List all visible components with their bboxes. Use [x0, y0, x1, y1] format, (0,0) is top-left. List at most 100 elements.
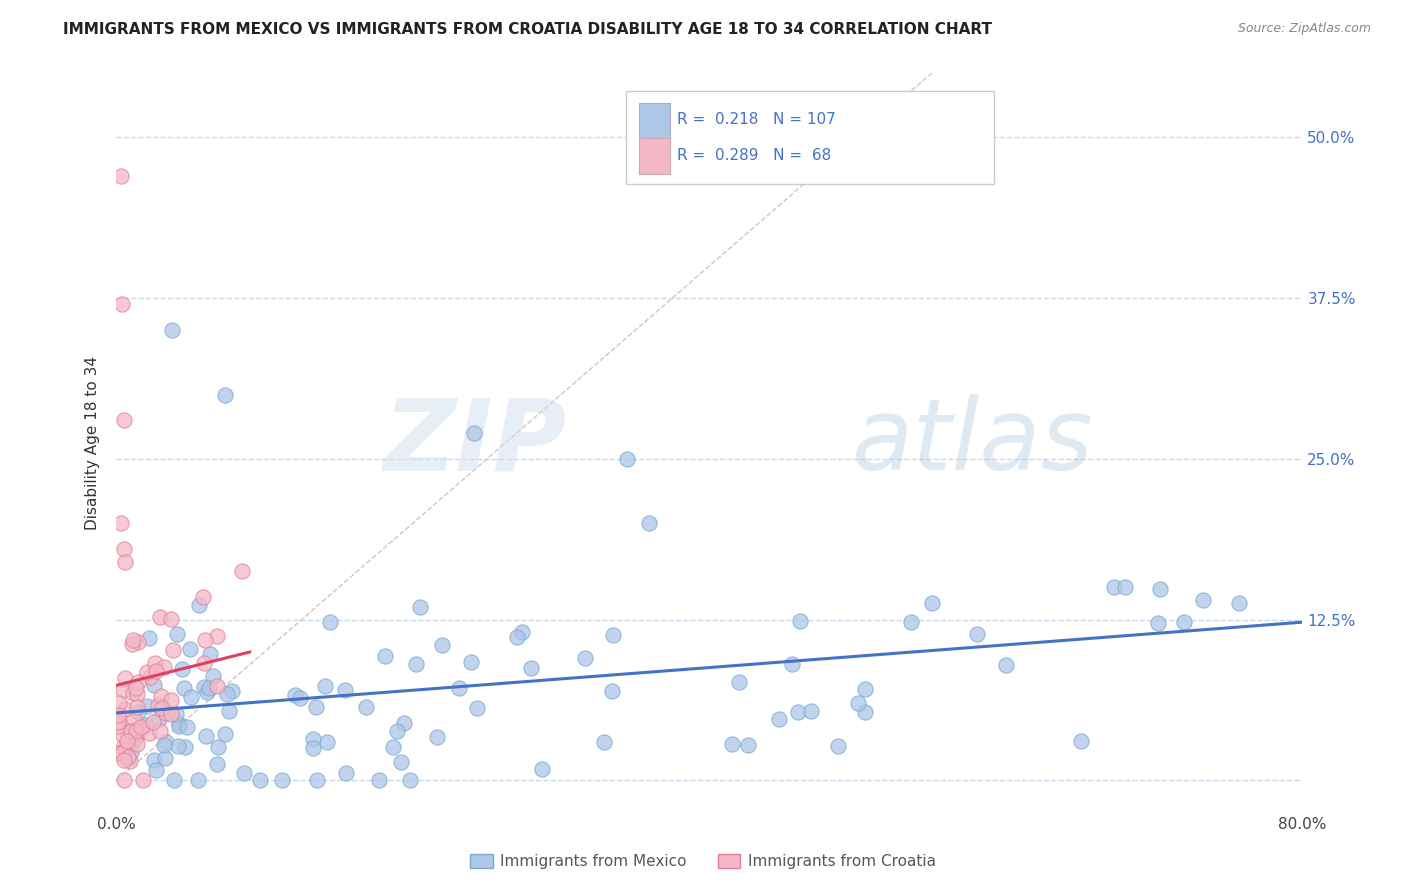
Point — [125, 700, 148, 714]
Point — [195, 729, 218, 743]
Point — [138, 725, 160, 739]
Point — [768, 712, 790, 726]
Point — [150, 701, 173, 715]
Point — [409, 599, 432, 614]
Point — [111, 682, 134, 697]
Point — [827, 739, 849, 754]
Point — [162, 323, 184, 337]
Point — [510, 624, 533, 639]
Point — [135, 718, 157, 732]
Point — [107, 714, 129, 729]
Point — [145, 664, 167, 678]
Point — [1149, 582, 1171, 596]
Point — [121, 686, 143, 700]
Point — [430, 638, 453, 652]
Point — [616, 451, 638, 466]
Point — [145, 763, 167, 777]
Point — [129, 720, 152, 734]
Point — [127, 727, 149, 741]
Point — [149, 610, 172, 624]
Point — [127, 675, 149, 690]
Point — [114, 743, 136, 757]
Point — [107, 719, 129, 733]
Point — [231, 564, 253, 578]
Point — [170, 662, 193, 676]
Point — [194, 632, 217, 647]
Point — [153, 751, 176, 765]
Point — [143, 657, 166, 671]
Point — [132, 773, 155, 788]
Point — [205, 756, 228, 771]
Point — [449, 681, 471, 696]
Point — [169, 717, 191, 731]
Point — [1147, 616, 1170, 631]
Point — [900, 615, 922, 630]
Point — [214, 387, 236, 401]
Point — [142, 715, 165, 730]
Point — [207, 740, 229, 755]
Point — [728, 674, 751, 689]
Point — [789, 614, 811, 628]
FancyBboxPatch shape — [626, 92, 994, 184]
Point — [143, 678, 166, 692]
Point — [166, 627, 188, 641]
Point — [602, 628, 624, 642]
Point — [302, 731, 325, 746]
Point — [506, 630, 529, 644]
Point — [1227, 596, 1250, 610]
Point — [125, 687, 148, 701]
Point — [782, 657, 804, 672]
Y-axis label: Disability Age 18 to 34: Disability Age 18 to 34 — [86, 356, 100, 530]
Point — [112, 728, 135, 742]
Point — [122, 633, 145, 648]
Point — [637, 516, 659, 530]
Point — [600, 683, 623, 698]
Point — [721, 737, 744, 751]
Point — [188, 599, 211, 613]
Point — [110, 169, 132, 183]
Point — [160, 693, 183, 707]
Text: IMMIGRANTS FROM MEXICO VS IMMIGRANTS FROM CROATIA DISABILITY AGE 18 TO 34 CORREL: IMMIGRANTS FROM MEXICO VS IMMIGRANTS FRO… — [63, 22, 993, 37]
Point — [124, 723, 146, 737]
Point — [374, 648, 396, 663]
Point — [531, 762, 554, 776]
Point — [127, 721, 149, 735]
Text: R =  0.218   N = 107: R = 0.218 N = 107 — [678, 112, 837, 127]
Point — [335, 682, 357, 697]
Point — [149, 723, 172, 738]
Point — [354, 699, 377, 714]
Point — [121, 724, 143, 739]
Point — [152, 659, 174, 673]
Point — [994, 658, 1017, 673]
Point — [218, 704, 240, 718]
Point — [460, 656, 482, 670]
Point — [1070, 733, 1092, 747]
Point — [284, 688, 307, 702]
Text: R =  0.289   N =  68: R = 0.289 N = 68 — [678, 148, 831, 163]
Point — [271, 773, 294, 788]
Point — [153, 738, 176, 752]
Point — [221, 683, 243, 698]
Point — [125, 737, 148, 751]
Point — [1173, 615, 1195, 630]
Point — [136, 665, 159, 679]
Point — [117, 750, 139, 764]
Point — [367, 773, 389, 788]
Point — [163, 773, 186, 788]
Point — [787, 705, 810, 719]
Point — [193, 680, 215, 694]
Point — [737, 738, 759, 752]
Point — [148, 712, 170, 726]
Text: ZIP: ZIP — [384, 394, 567, 491]
Point — [290, 691, 312, 706]
Point — [112, 773, 135, 788]
Point — [138, 631, 160, 645]
Point — [392, 715, 415, 730]
Point — [115, 723, 138, 738]
Point — [120, 723, 142, 738]
Point — [315, 735, 337, 749]
Point — [167, 739, 190, 753]
Point — [214, 727, 236, 741]
Point — [110, 516, 132, 530]
Point — [120, 754, 142, 768]
